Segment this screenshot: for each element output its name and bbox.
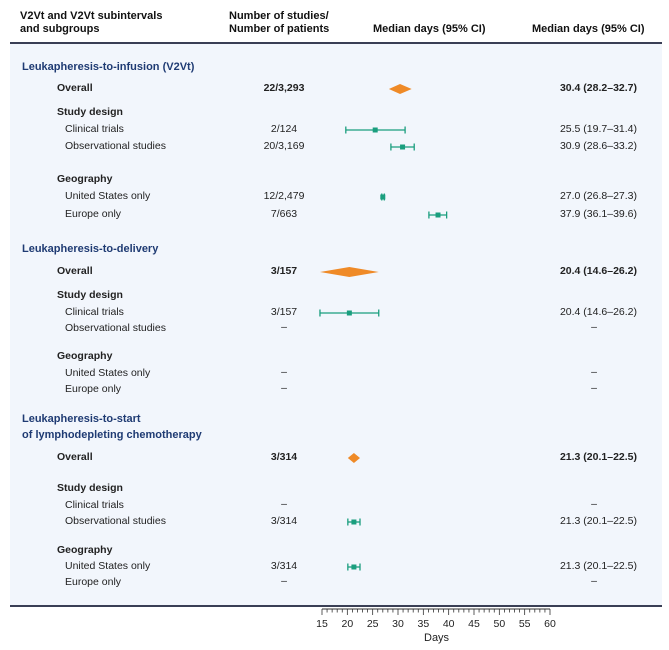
point-estimate xyxy=(380,194,386,200)
study-count: 22/3,293 xyxy=(263,82,305,94)
group-label: Geography xyxy=(57,350,113,362)
x-tick-label: 30 xyxy=(392,618,404,630)
ci-value: 37.9 (36.1–39.6) xyxy=(559,208,637,220)
study-count: 20/3,169 xyxy=(263,140,305,152)
summary-diamond xyxy=(319,267,379,277)
row-label: United States only xyxy=(65,560,151,572)
column-header-ci: Median days (95% CI) xyxy=(532,23,644,36)
group-label: Geography xyxy=(57,544,113,556)
point-estimate xyxy=(400,144,406,150)
point-estimate xyxy=(435,212,441,218)
row-label: United States only xyxy=(65,367,151,379)
section-title: Leukapheresis-to-delivery xyxy=(22,243,159,255)
summary-diamond xyxy=(388,84,412,94)
x-tick-label: 50 xyxy=(493,618,505,630)
row-label-overall: Overall xyxy=(57,451,93,463)
column-header-subgroups: V2Vt and V2Vt subintervals and subgroups xyxy=(20,10,162,36)
ci-value: 27.0 (26.8–27.3) xyxy=(559,190,637,202)
column-header-studies: Number of studies/ Number of patients xyxy=(229,10,329,36)
row-label: Clinical trials xyxy=(65,306,124,318)
point-estimate xyxy=(351,519,357,525)
study-count: 2/124 xyxy=(270,123,298,135)
study-count: 3/314 xyxy=(270,515,298,527)
section-title: Leukapheresis-to-start xyxy=(22,413,141,425)
study-count: 3/314 xyxy=(270,451,298,463)
x-tick-label: 60 xyxy=(544,618,556,630)
ci-value: – xyxy=(591,382,597,394)
x-tick-label: 35 xyxy=(417,618,429,630)
x-axis-label: Days xyxy=(424,632,450,644)
ci-value: – xyxy=(591,321,597,333)
ci-value: 30.4 (28.2–32.7) xyxy=(559,82,637,94)
header-line: Number of patients xyxy=(229,23,330,35)
summary-diamond xyxy=(347,453,360,463)
ci-value: 20.4 (14.6–26.2) xyxy=(559,306,637,318)
study-count: – xyxy=(281,575,287,587)
ci-value: 20.4 (14.6–26.2) xyxy=(559,265,637,277)
study-count: – xyxy=(281,321,287,333)
row-label-overall: Overall xyxy=(57,82,93,94)
x-tick-label: 55 xyxy=(519,618,531,630)
bottom-rule xyxy=(10,605,662,607)
row-label: Observational studies xyxy=(65,515,166,527)
point-estimate xyxy=(351,564,357,570)
row-label: Europe only xyxy=(65,576,122,588)
x-tick-label: 20 xyxy=(341,618,353,630)
row-label: Europe only xyxy=(65,208,122,220)
row-label: Clinical trials xyxy=(65,123,124,135)
x-tick-label: 45 xyxy=(468,618,480,630)
header-line: Number of studies/ xyxy=(229,10,329,22)
x-tick-label: 15 xyxy=(316,618,328,630)
row-label: Observational studies xyxy=(65,322,166,334)
header-rule xyxy=(10,42,662,44)
ci-value: – xyxy=(591,498,597,510)
study-count: – xyxy=(281,366,287,378)
row-label-overall: Overall xyxy=(57,265,93,277)
study-count: 12/2,479 xyxy=(263,190,305,202)
forest-plot-panel xyxy=(10,44,662,606)
header-line: V2Vt and V2Vt subintervals xyxy=(20,10,163,22)
ci-value: 21.3 (20.1–22.5) xyxy=(559,560,637,572)
point-estimate xyxy=(346,310,352,316)
x-tick-label: 25 xyxy=(367,618,379,630)
x-tick-label: 40 xyxy=(443,618,455,630)
ci-value: 21.3 (20.1–22.5) xyxy=(559,451,637,463)
study-count: 7/663 xyxy=(270,208,298,220)
header-line: Median days (95% CI) xyxy=(532,23,645,35)
ci-value: 21.3 (20.1–22.5) xyxy=(559,515,637,527)
ci-value: 25.5 (19.7–31.4) xyxy=(559,123,637,135)
row-label: Europe only xyxy=(65,383,122,395)
group-label: Study design xyxy=(57,106,123,118)
study-count: – xyxy=(281,498,287,510)
section-title: Leukapheresis-to-infusion (V2Vt) xyxy=(22,61,195,73)
study-count: 3/314 xyxy=(270,560,298,572)
study-count: – xyxy=(281,382,287,394)
group-label: Geography xyxy=(57,173,113,185)
ci-value: – xyxy=(591,575,597,587)
section-title: of lymphodepleting chemotherapy xyxy=(22,429,202,441)
group-label: Study design xyxy=(57,289,123,301)
row-label: Observational studies xyxy=(65,140,166,152)
row-label: Clinical trials xyxy=(65,499,124,511)
row-label: United States only xyxy=(65,190,151,202)
column-header-plot: Median days (95% CI) xyxy=(373,23,485,36)
header-line: and subgroups xyxy=(20,23,100,35)
point-estimate xyxy=(372,127,378,133)
study-count: 3/157 xyxy=(270,306,298,318)
ci-value: – xyxy=(591,366,597,378)
group-label: Study design xyxy=(57,482,123,494)
study-count: 3/157 xyxy=(270,265,298,277)
header-line: Median days (95% CI) xyxy=(373,23,486,35)
ci-value: 30.9 (28.6–33.2) xyxy=(559,140,637,152)
